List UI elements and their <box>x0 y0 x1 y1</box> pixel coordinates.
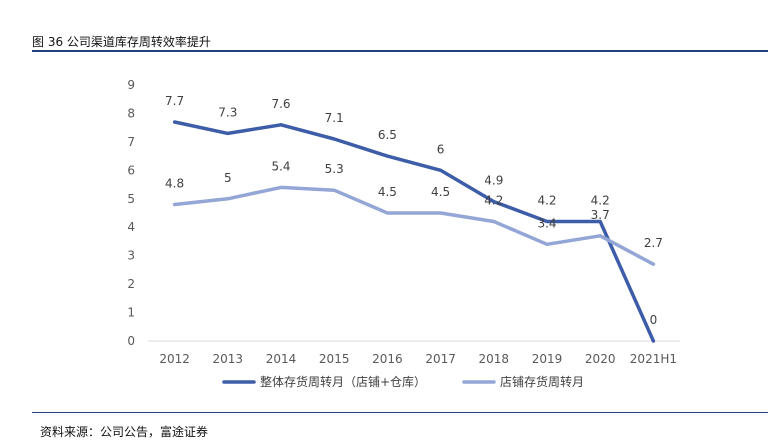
data-label: 7.7 <box>165 94 184 108</box>
data-label: 4.8 <box>165 176 184 190</box>
y-tick-label: 6 <box>127 163 135 177</box>
y-tick-label: 9 <box>127 78 135 92</box>
data-label: 7.3 <box>218 105 237 119</box>
y-tick-label: 1 <box>127 306 135 320</box>
series-line-2 <box>172 185 656 266</box>
data-labels: 7.7 7.3 7.6 7.1 6.5 6 4.9 4.2 4.2 0 4.8 5 5.4 5.3 4.5 4… <box>165 94 663 327</box>
y-tick-label: 5 <box>127 192 135 206</box>
x-tick-label: 2013 <box>213 352 244 366</box>
x-tick-label: 2020 <box>585 352 616 366</box>
data-label: 6 <box>437 142 445 156</box>
x-tick-label: 2018 <box>479 352 510 366</box>
x-tick-label: 2017 <box>425 352 456 366</box>
x-tick-label: 2016 <box>372 352 403 366</box>
x-tick-label: 2015 <box>319 352 350 366</box>
figure-title: 图 36 公司渠道库存周转效率提升 <box>32 35 211 49</box>
data-label: 0 <box>650 313 658 327</box>
legend: 整体存货周转月（店铺+仓库） 店铺存货周转月 <box>222 374 584 389</box>
y-tick-label: 8 <box>127 106 135 120</box>
y-tick-label: 2 <box>127 277 135 291</box>
x-tick-label: 2021H1 <box>630 352 677 366</box>
data-label: 7.1 <box>325 111 344 125</box>
series-layer <box>172 120 656 343</box>
x-tick-label: 2014 <box>266 352 297 366</box>
source-note: 资料来源：公司公告，富途证券 <box>40 425 209 439</box>
data-label: 4.9 <box>484 174 503 188</box>
series-line-1 <box>172 120 656 343</box>
data-label: 5 <box>224 171 232 185</box>
y-tick-label: 4 <box>127 220 135 234</box>
x-axis: 2012 2013 2014 2015 2016 2017 2018 2019 2020 2021… <box>159 352 677 366</box>
title-rule <box>32 50 768 52</box>
data-label: 3.7 <box>591 208 610 222</box>
data-label: 4.2 <box>591 194 610 208</box>
y-axis: 0 1 2 3 4 5 6 7 8 9 <box>127 78 135 348</box>
legend-label-2: 店铺存货周转月 <box>500 374 584 389</box>
data-label: 2.7 <box>644 236 663 250</box>
data-label: 4.2 <box>537 194 556 208</box>
y-tick-label: 3 <box>127 249 135 263</box>
y-tick-label: 0 <box>127 334 135 348</box>
data-label: 4.2 <box>484 194 503 208</box>
data-label: 7.6 <box>271 97 290 111</box>
data-label: 3.4 <box>537 216 556 230</box>
x-tick-label: 2019 <box>532 352 563 366</box>
data-label: 4.5 <box>431 185 450 199</box>
legend-label-1: 整体存货周转月（店铺+仓库） <box>260 374 426 389</box>
data-label: 5.3 <box>325 162 344 176</box>
source-rule <box>32 412 768 413</box>
data-label: 4.5 <box>378 185 397 199</box>
data-label: 5.4 <box>271 159 290 173</box>
y-tick-label: 7 <box>127 135 135 149</box>
data-label: 6.5 <box>378 128 397 142</box>
x-tick-label: 2012 <box>159 352 190 366</box>
